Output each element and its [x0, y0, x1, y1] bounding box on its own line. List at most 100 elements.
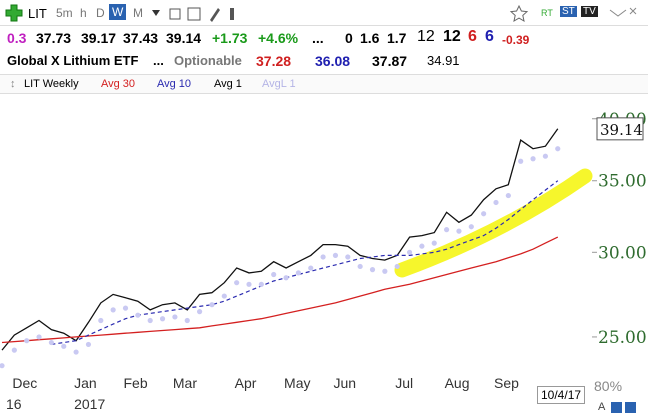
legend-entry[interactable]: Avg 1 — [214, 78, 242, 90]
dot — [444, 227, 450, 233]
dot — [48, 339, 55, 346]
dot — [382, 268, 388, 274]
x-tick-label: Apr — [235, 375, 257, 391]
quote: 39.17 — [81, 30, 117, 46]
badge[interactable]: ST — [560, 6, 577, 17]
chart: 25.0030.0035.0040.00DecJanFebMarAprMayJu… — [0, 110, 647, 412]
year-label: 16 — [6, 396, 22, 412]
dot — [283, 275, 289, 281]
info: 36.08 — [315, 53, 351, 69]
dot — [542, 153, 549, 159]
x-tick-label: Jul — [395, 375, 413, 391]
dot — [61, 343, 67, 349]
info: Optionable — [174, 53, 242, 68]
scale-icons[interactable] — [610, 401, 640, 415]
zoom[interactable]: 80% — [594, 378, 623, 394]
quote: 1.6 — [360, 30, 380, 46]
badge[interactable]: TV — [581, 6, 598, 17]
y-tick-label: 35.00 — [598, 172, 647, 192]
timeframe[interactable]: h — [80, 6, 87, 20]
x-tick-label: May — [284, 375, 310, 391]
quote: 37.73 — [36, 30, 72, 46]
y-tick-label: 30.00 — [598, 243, 647, 263]
dot — [234, 280, 240, 286]
dot — [555, 146, 561, 152]
dot — [159, 316, 166, 322]
add-icon[interactable] — [4, 3, 24, 23]
dot — [308, 265, 314, 271]
x-tick-label: Dec — [12, 375, 37, 391]
legend-entry[interactable]: Avg 30 — [101, 78, 136, 90]
badge[interactable]: RT — [541, 8, 553, 18]
dot — [345, 254, 351, 260]
dot — [73, 349, 79, 355]
dot — [468, 224, 474, 230]
timeframe[interactable]: 5m — [56, 6, 73, 20]
info: 37.28 — [256, 53, 292, 69]
dot — [172, 314, 178, 320]
tool-icons[interactable] — [148, 4, 248, 24]
dot — [357, 263, 363, 270]
timeframe[interactable]: M — [133, 6, 143, 20]
quote: 37.43 — [123, 30, 159, 46]
series-line — [51, 180, 559, 345]
x-tick-label: Jan — [74, 375, 97, 391]
y-tick-label: 25.00 — [598, 328, 647, 348]
date-label: 10/4/17 — [537, 386, 586, 404]
dot — [431, 240, 437, 246]
toolbar: LIT 5m h D W M RT ST TV — [0, 0, 648, 26]
dot — [209, 302, 215, 308]
dot — [85, 341, 92, 348]
timeframe-active[interactable]: W — [109, 4, 127, 20]
last-price-label: 39.14 — [600, 121, 643, 139]
legend-arrow[interactable]: ↕ — [10, 78, 16, 90]
dot — [110, 307, 116, 313]
last-price-box — [596, 117, 644, 141]
dot — [0, 363, 5, 369]
x-tick-label: Mar — [173, 375, 197, 391]
info: 37.87 — [372, 53, 408, 69]
star-icon[interactable] — [509, 4, 529, 24]
dot — [481, 211, 487, 217]
info: 34.91 — [427, 53, 460, 68]
quote: 1.7 — [387, 30, 407, 46]
dot — [332, 252, 339, 259]
quote: +1.73 — [212, 30, 248, 46]
legend-entry[interactable]: Avg 10 — [157, 78, 192, 90]
dot — [135, 312, 141, 318]
series-line — [1, 128, 559, 351]
quote: 0 — [345, 30, 353, 46]
dot — [369, 267, 376, 273]
dot — [36, 334, 42, 340]
dot — [24, 338, 30, 344]
dot — [456, 228, 462, 234]
dot — [406, 249, 413, 255]
symbol[interactable]: LIT — [28, 6, 47, 21]
chart-title: LIT Weekly — [24, 78, 79, 90]
legend-entry[interactable]: AvgL 1 — [262, 78, 296, 90]
quote: 39.14 — [166, 30, 202, 46]
dot — [221, 293, 227, 299]
dot — [419, 243, 425, 249]
dot — [258, 281, 264, 287]
dot — [197, 309, 203, 315]
dot — [518, 158, 524, 164]
x-tick-label: Sep — [494, 375, 519, 391]
x-tick-label: Aug — [445, 375, 470, 391]
scale-mode[interactable]: A — [598, 401, 606, 413]
dot — [122, 305, 129, 311]
timeframe[interactable]: D — [96, 6, 105, 20]
dot — [11, 347, 17, 353]
window-icons[interactable] — [608, 4, 638, 24]
dot — [295, 270, 301, 276]
dot — [147, 317, 153, 324]
quote: 6 — [468, 28, 477, 45]
dot — [320, 254, 326, 260]
dot — [394, 263, 400, 270]
dot — [493, 199, 499, 206]
legend-bar — [0, 74, 648, 94]
quote: 6 — [485, 28, 494, 45]
dot — [505, 192, 511, 199]
quote: 12 — [417, 28, 435, 45]
